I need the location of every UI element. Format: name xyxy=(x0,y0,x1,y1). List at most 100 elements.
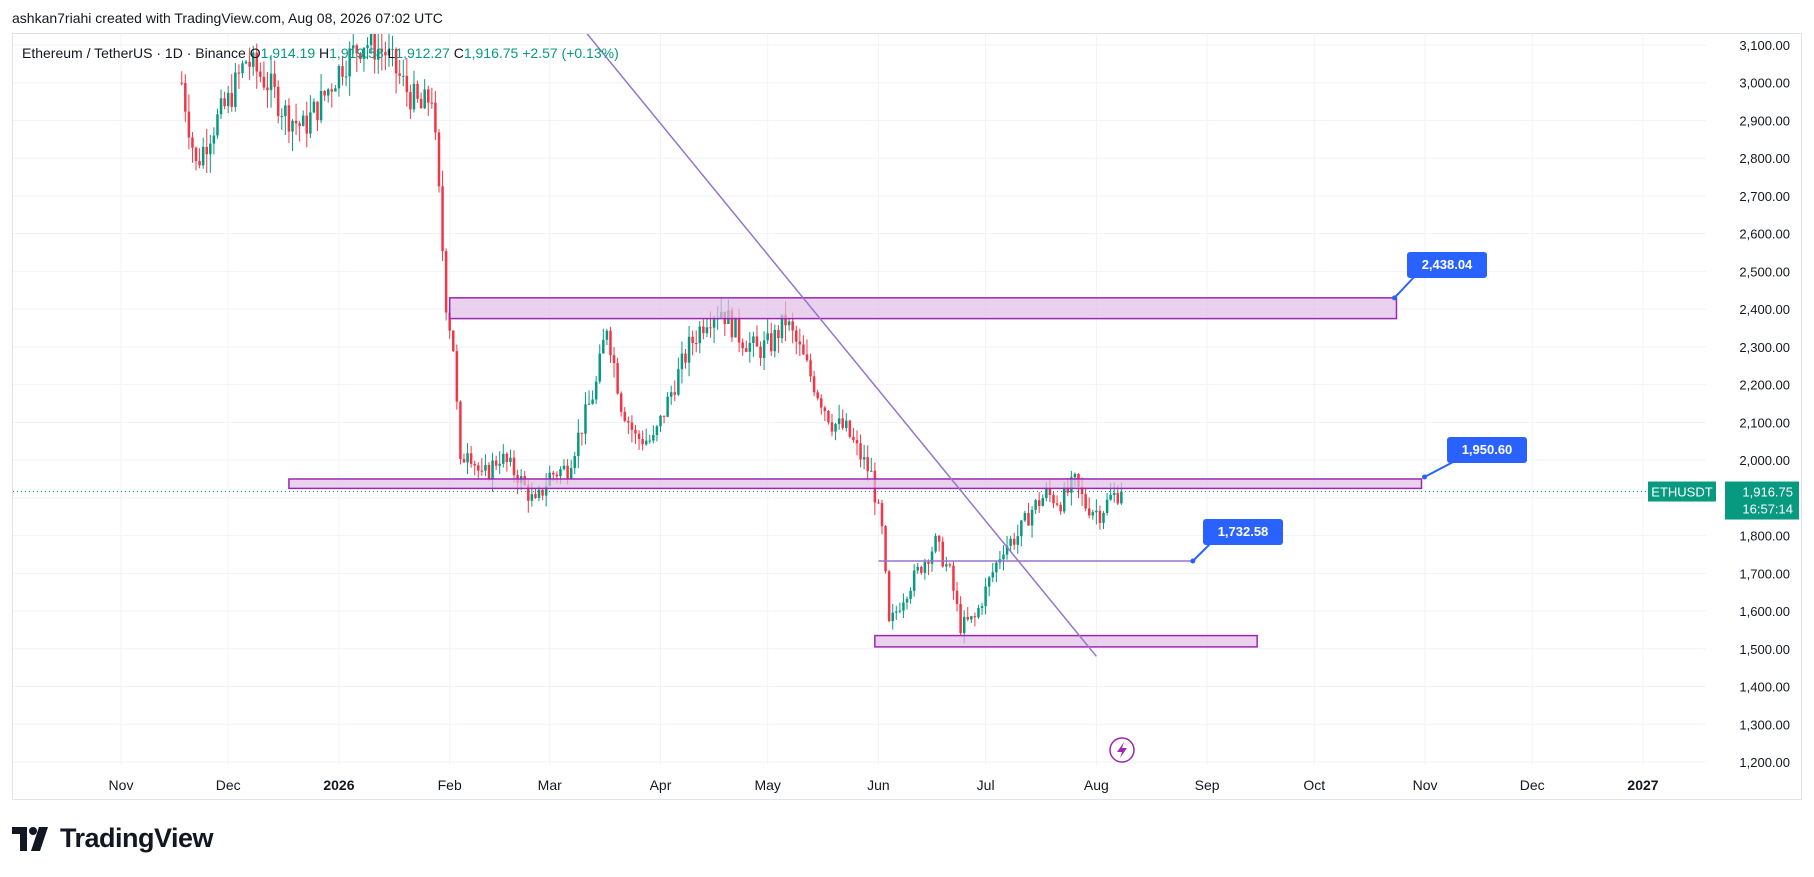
candle-body xyxy=(337,66,341,89)
candle-down xyxy=(941,536,944,568)
candle-down xyxy=(937,534,941,552)
candle-down xyxy=(1059,502,1062,515)
candle-body xyxy=(187,111,191,138)
candle-down xyxy=(1052,491,1055,509)
candle-up xyxy=(312,98,316,114)
time-tick-label: Mar xyxy=(538,777,562,793)
drawings xyxy=(13,34,1706,657)
candle-body xyxy=(541,489,544,496)
candle-up xyxy=(1091,509,1095,520)
price-tick-label: 2,900.00 xyxy=(1739,113,1790,128)
candle-up xyxy=(591,390,594,405)
candle-up xyxy=(544,473,548,507)
candle-body xyxy=(887,571,891,622)
candle-up xyxy=(970,615,973,624)
candle-body xyxy=(920,566,923,573)
candle-down xyxy=(394,47,398,94)
support-resistance-zone xyxy=(448,297,1398,320)
candle-down xyxy=(616,357,619,395)
candle-body xyxy=(573,456,576,469)
time-tick-label: May xyxy=(754,777,780,793)
price-tick-label: 1,300.00 xyxy=(1739,717,1790,732)
candle-body xyxy=(895,611,898,613)
price-tick-label: 1,400.00 xyxy=(1739,680,1790,695)
candle-body xyxy=(820,398,823,408)
candle-down xyxy=(437,129,441,193)
candle-up xyxy=(1009,535,1012,552)
candle-up xyxy=(301,110,305,127)
candle-body xyxy=(1112,493,1116,495)
candle-down xyxy=(287,98,291,144)
time-tick-label: 2026 xyxy=(323,777,354,793)
candle-up xyxy=(916,562,919,574)
callout-top: 2,438.04 xyxy=(1391,252,1487,301)
callout-low: 1,732.58 xyxy=(1190,519,1283,564)
candle-body xyxy=(287,105,291,132)
candle-body xyxy=(1066,487,1070,493)
candle-body xyxy=(859,443,862,460)
price-tick-label: 2,300.00 xyxy=(1739,340,1790,355)
candle-body xyxy=(380,48,384,53)
candle-body xyxy=(841,418,844,428)
callout-mid: 1,950.60 xyxy=(1421,437,1527,480)
candle-body xyxy=(1087,508,1091,516)
candle-body xyxy=(598,353,602,382)
candle-up xyxy=(605,328,609,346)
candle-down xyxy=(373,34,376,74)
price-tick-label: 2,500.00 xyxy=(1739,264,1790,279)
candle-down xyxy=(580,432,584,446)
candle-body xyxy=(705,327,709,334)
candle-body xyxy=(680,353,684,370)
candle-body xyxy=(184,83,187,112)
callout-text: 1,950.60 xyxy=(1462,442,1513,457)
candle-down xyxy=(966,607,969,622)
candle-body xyxy=(712,319,716,328)
candle-down xyxy=(298,120,301,142)
candle-body xyxy=(480,470,484,472)
candle-down xyxy=(205,128,208,173)
candle-body xyxy=(1109,494,1112,500)
candle-body xyxy=(355,45,359,54)
candle-body xyxy=(762,340,766,359)
candle-body xyxy=(587,403,591,405)
candle-up xyxy=(1016,524,1020,554)
candle-down xyxy=(927,559,930,576)
candle-body xyxy=(405,75,409,93)
candle-body xyxy=(644,440,648,445)
candle-body xyxy=(795,330,798,342)
candle-body xyxy=(477,465,480,471)
candle-up xyxy=(991,563,995,583)
candle-body xyxy=(884,526,887,572)
candle-down xyxy=(612,347,616,378)
candle-down xyxy=(452,330,455,353)
candle-body xyxy=(787,321,791,326)
candle-up xyxy=(1030,506,1034,538)
candle-body xyxy=(316,101,319,121)
candle-up xyxy=(423,79,426,109)
candle-body xyxy=(312,101,316,113)
candle-down xyxy=(955,582,959,612)
tradingview-logo[interactable]: TradingView xyxy=(12,823,214,854)
candle-body xyxy=(294,120,298,124)
candle-body xyxy=(684,353,687,363)
candle-up xyxy=(652,425,655,444)
candle-down xyxy=(1027,502,1030,526)
candle-up xyxy=(594,375,598,404)
candle-up xyxy=(1002,545,1005,571)
candle-body xyxy=(1055,503,1059,505)
candle-down xyxy=(741,338,744,356)
candle-down xyxy=(276,80,280,124)
candle-body xyxy=(784,314,787,326)
candle-body xyxy=(334,88,337,92)
candle-body xyxy=(201,146,205,166)
candle-down xyxy=(959,596,962,636)
candle-down xyxy=(494,455,498,471)
candle-down xyxy=(859,434,862,468)
candle-up xyxy=(734,317,737,338)
candle-up xyxy=(705,318,709,338)
candle-down xyxy=(419,92,423,109)
candle-body xyxy=(1034,500,1037,510)
candle-down xyxy=(637,430,641,450)
candle-up xyxy=(984,577,987,615)
